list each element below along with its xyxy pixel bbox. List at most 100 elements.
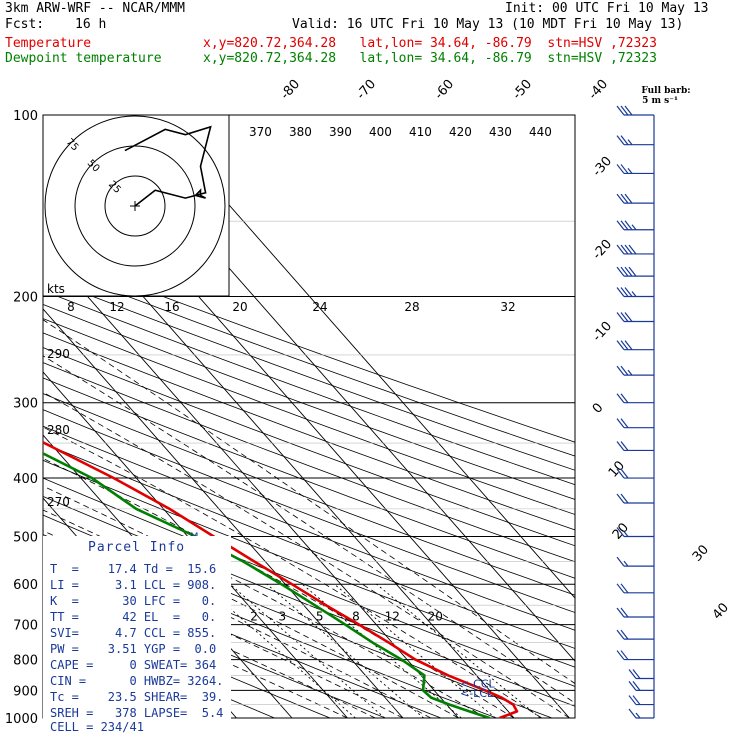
wind-barb-flag: [632, 681, 641, 691]
parcel-info-row: PW = 3.51 YGP = 0.0: [50, 642, 217, 656]
wind-barb-flag: [628, 695, 637, 705]
mixing-ratio-label: 12: [385, 610, 400, 624]
moist-adiabat: [43, 391, 570, 718]
pressure-label: 800: [13, 654, 38, 669]
theta-label: 400: [369, 125, 392, 139]
wind-barb-flag: [632, 669, 641, 679]
parcel-info-title: Parcel Info: [88, 540, 186, 555]
parcel-info-row: CIN = 0 HWBZ= 3264.: [50, 674, 224, 688]
parcel-info-panel: [43, 536, 231, 734]
wind-barb-flag: [616, 220, 625, 231]
wind-barb-flag: [632, 695, 641, 705]
wind-barb-flag: [620, 105, 629, 116]
wind-barb-flag: [628, 244, 637, 255]
isotherm-label: -30: [590, 154, 615, 180]
isotherm-label: 30: [690, 542, 712, 564]
forecast-label: Fcst:: [5, 17, 45, 32]
isotherm-label: 40: [710, 600, 732, 622]
hodograph-speed-tick: 12: [109, 300, 124, 314]
pressure-label: 500: [13, 530, 38, 545]
pressure-label: 200: [13, 291, 38, 306]
isotherm-label: -20: [590, 237, 615, 263]
mixing-ratio-line: [266, 583, 424, 718]
wind-barb-flag: [620, 266, 629, 277]
ccl-annotation: <-CCL: [460, 678, 496, 691]
wind-barb-flag: [620, 164, 629, 174]
wind-barb-flag: [624, 340, 633, 351]
wind-barb-flag: [616, 193, 625, 204]
theta-label: 390: [329, 125, 352, 139]
wind-barb-flag: [624, 266, 633, 277]
hodograph-speed-tick: 28: [404, 300, 419, 314]
theta-label: 380: [289, 125, 312, 139]
valid-time: Valid: 16 UTC Fri 10 May 13 (10 MDT Fri …: [292, 17, 684, 32]
wind-barb-flag: [616, 441, 625, 451]
mixing-ratio-label: 8: [352, 610, 360, 624]
mixing-ratio-lines: 2 3 5 8 12 20: [201, 583, 541, 718]
theta-side-label: 270: [47, 495, 70, 509]
mixing-ratio-line: [229, 583, 386, 718]
wind-barbs: [616, 105, 655, 719]
wind-barb-half: [635, 712, 641, 719]
isotherm-label: -10: [590, 319, 615, 345]
hodograph-speed-tick: 32: [500, 300, 515, 314]
parcel-info-row: TT = 42 EL = 0.: [50, 610, 217, 624]
wind-barb-flag: [624, 220, 633, 231]
pressure-label: 1000: [5, 712, 38, 727]
wind-barb-flag: [628, 669, 637, 679]
parcel-info-row: LI = 3.1 LCL = 908.: [50, 578, 217, 592]
sounding-series: <-CCL<-LCLM: [43, 440, 519, 718]
model-title: 3km ARW-WRF -- NCAR/MMM: [5, 1, 186, 16]
wind-barb-flag: [620, 468, 629, 479]
wind-barb-flag: [620, 583, 629, 594]
wind-barb-flag: [616, 244, 625, 255]
wind-barb-flag: [616, 468, 625, 479]
parcel-info-row: K = 30 LFC = 0.: [50, 594, 217, 608]
parcel-info-row: SVI= 4.7 CCL = 855.: [50, 626, 217, 640]
hodograph-ring: [104, 175, 166, 237]
wind-barb-flag: [624, 312, 633, 322]
wind-barb-flag: [616, 650, 625, 660]
wind-barb-flag: [616, 493, 625, 504]
isotherm-label: -80: [278, 77, 303, 103]
wind-barb-flag: [616, 583, 625, 594]
wind-barb-half: [627, 139, 633, 146]
pressure-label: 100: [13, 109, 38, 124]
init-time: Init: 00 UTC Fri 10 May 13: [505, 1, 709, 16]
hodograph-speed-tick: 8: [67, 300, 75, 314]
wind-barb-flag: [616, 164, 625, 174]
wind-barb-half: [631, 224, 637, 231]
wind-barb-flag: [620, 220, 629, 231]
pressure-label: 600: [13, 578, 38, 593]
wind-barb-flag: [624, 105, 633, 116]
wind-barb-flag: [624, 193, 633, 204]
wind-barb-flag: [616, 365, 625, 376]
isotherm: [43, 371, 348, 718]
wind-barb-flag: [616, 312, 625, 322]
theta-label: 430: [489, 125, 512, 139]
forecast-hour: 16 h: [75, 17, 107, 32]
mixing-ratio-line: [376, 583, 541, 718]
wind-barb-flag: [620, 393, 629, 404]
mixing-ratio-line: [201, 583, 356, 718]
temperature-line: [43, 440, 519, 718]
dewpoint-line: [43, 452, 491, 718]
wind-barb-flag: [628, 681, 637, 691]
hodograph-track: [124, 125, 212, 207]
hodograph-speed-tick: 16: [164, 300, 179, 314]
hodograph-speed-tick: 24: [312, 300, 327, 314]
wind-barb-flag: [624, 244, 633, 255]
wind-barb-flag: [620, 493, 629, 504]
pressure-label: 300: [13, 397, 38, 412]
parcel-info-row: Tc = 23.5 SHEAR= 39.: [50, 690, 224, 704]
mixing-ratio-label: 2: [250, 610, 258, 624]
wind-barb-flag: [620, 629, 629, 640]
wind-barb-flag: [616, 418, 625, 429]
parcel-info-row: CELL = 234/41: [50, 720, 144, 734]
wind-barb-flag: [620, 365, 629, 376]
pressure-label: 700: [13, 619, 38, 634]
wind-barb-flag: [620, 244, 629, 255]
theta-label: 370: [249, 125, 272, 139]
lcl-annotation: <-LCL: [460, 687, 494, 700]
